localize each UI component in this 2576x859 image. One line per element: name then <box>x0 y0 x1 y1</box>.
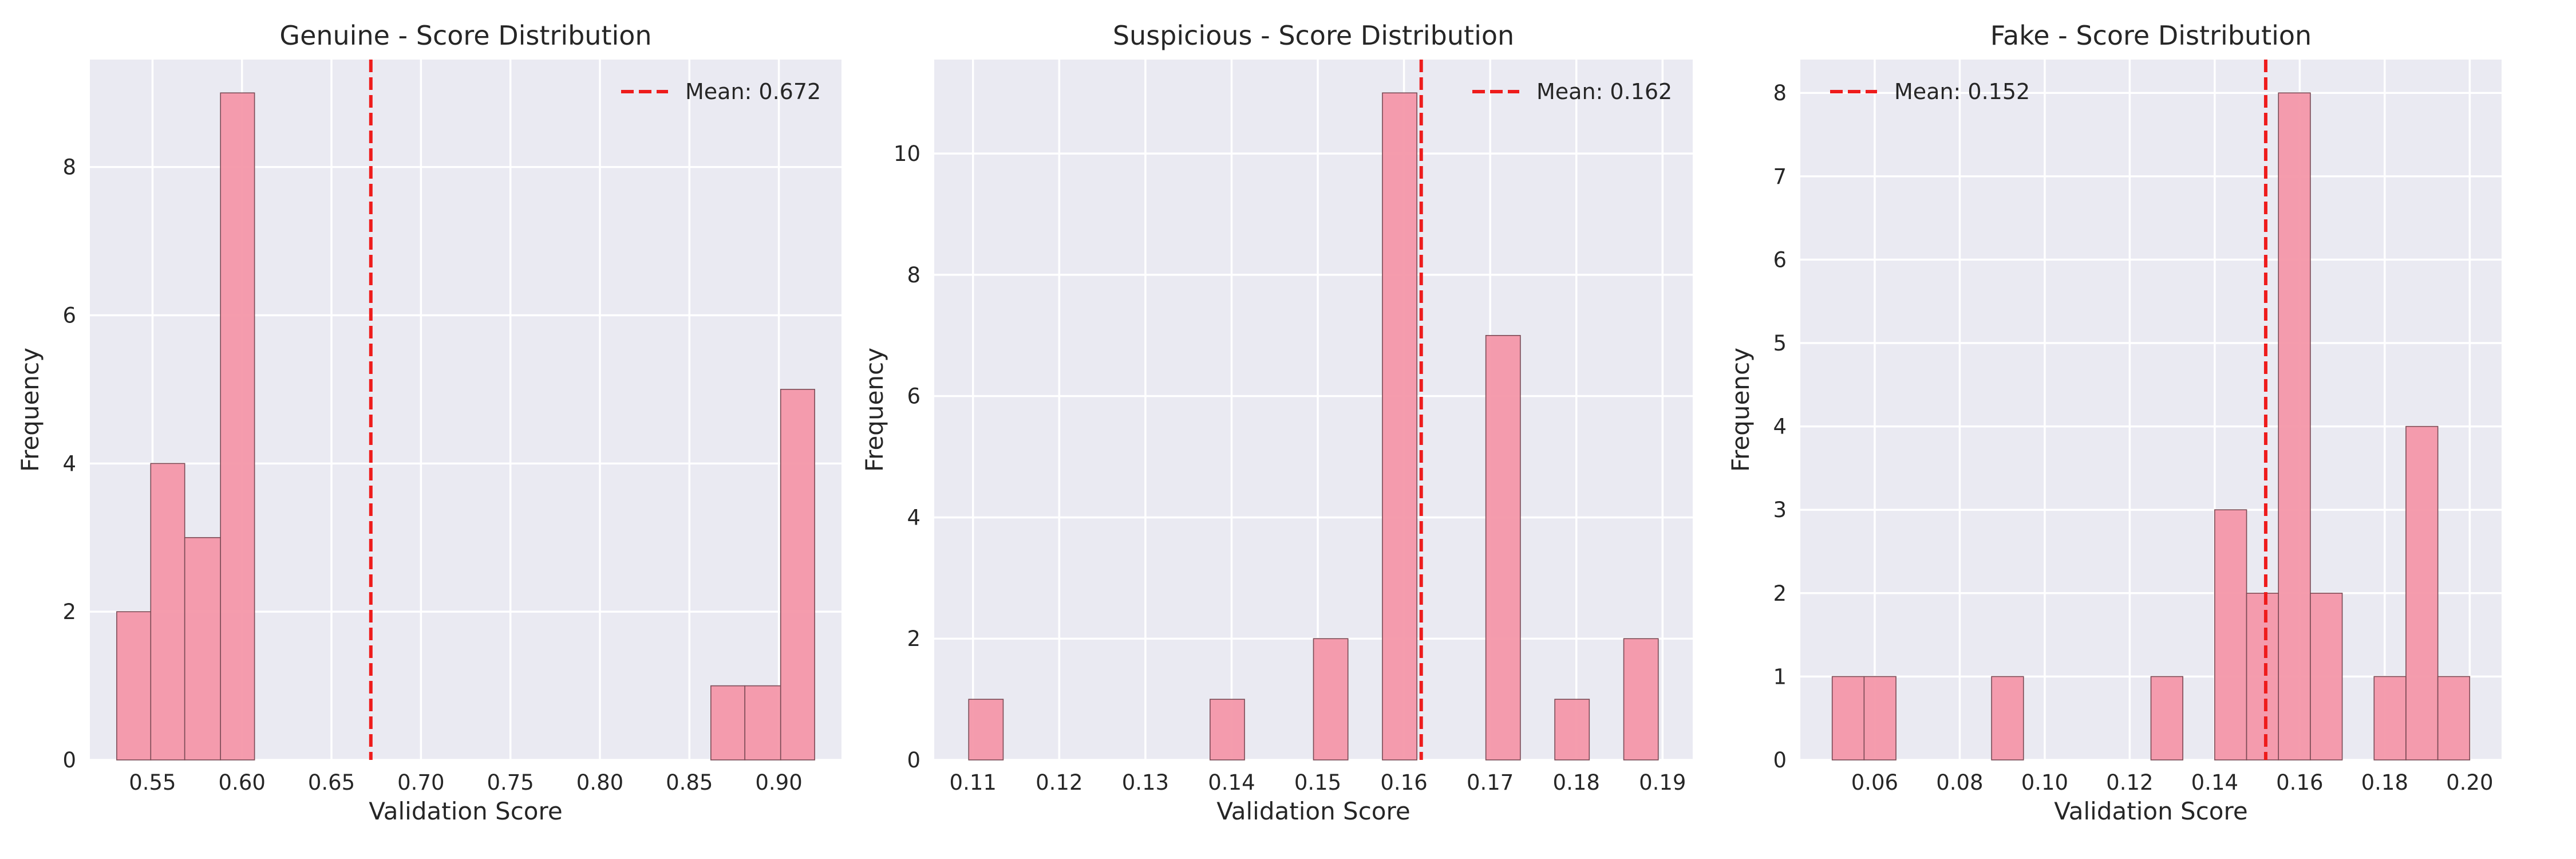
chart-panel-genuine: 0.55 0.60 0.65 0.70 0.75 0.80 0.85 0.90 0 2 4 6 8 Gen… <box>16 20 841 825</box>
histogram-bar <box>1313 638 1349 761</box>
x-tick-label: 0.14 <box>2191 770 2238 795</box>
histogram-bar <box>2214 509 2247 761</box>
chart-title: Suspicious - Score Distribution <box>1113 20 1514 51</box>
histogram-bar <box>710 685 745 761</box>
y-tick-label: 8 <box>907 263 920 287</box>
histogram-bar <box>116 611 152 761</box>
histogram-bar <box>2246 593 2279 761</box>
histogram-bar <box>1210 699 1245 761</box>
y-axis-label: Frequency <box>1726 348 1755 472</box>
chart-title: Genuine - Score Distribution <box>279 20 651 51</box>
x-tick-label: 0.90 <box>755 770 802 795</box>
x-tick-label: 0.12 <box>2106 770 2153 795</box>
y-tick-label: 5 <box>1773 331 1787 356</box>
legend-label: Mean: 0.672 <box>685 79 821 104</box>
legend-label: Mean: 0.152 <box>1894 79 2030 104</box>
y-tick-label: 4 <box>1773 415 1787 439</box>
histogram-bar <box>1623 638 1659 761</box>
histogram-bar <box>2150 676 2183 761</box>
histogram-bar <box>744 685 781 761</box>
histogram-bar <box>968 699 1004 761</box>
x-tick-label: 0.55 <box>129 770 176 795</box>
y-tick-label: 2 <box>907 626 920 651</box>
histogram-bar <box>1485 334 1521 761</box>
y-tick-label: 3 <box>1773 498 1787 522</box>
histogram-bar <box>2437 676 2471 761</box>
x-tick-label: 0.12 <box>1036 770 1082 795</box>
y-tick-label: 2 <box>1773 581 1787 606</box>
histogram-bar <box>1991 676 2024 761</box>
histogram-bar <box>780 389 815 761</box>
y-tick-label: 8 <box>62 155 76 180</box>
y-axis-label: Frequency <box>860 348 888 472</box>
histogram-bar <box>150 463 185 761</box>
y-tick-label: 8 <box>1773 81 1787 105</box>
x-axis-label: Validation Score <box>369 797 562 825</box>
chart-title: Fake - Score Distribution <box>1990 20 2312 51</box>
chart-panel-fake: 0.06 0.08 0.10 0.12 0.14 0.16 0.18 0.20 0 1 2 3 4 5 6 7… <box>1726 20 2502 825</box>
y-tick-label: 6 <box>62 303 76 328</box>
histogram-bar <box>2405 425 2439 761</box>
x-tick-label: 0.19 <box>1639 770 1686 795</box>
histogram-bar <box>1382 92 1417 761</box>
y-tick-label: 0 <box>1773 748 1787 773</box>
histogram-bar <box>2373 676 2407 761</box>
chart-panel-suspicious: 0.11 0.12 0.13 0.14 0.15 0.16 0.17 0.18 0.19 0 2 4 6… <box>860 20 1693 825</box>
x-tick-label: 0.18 <box>1553 770 1600 795</box>
x-tick-label: 0.20 <box>2446 770 2493 795</box>
x-axis-label: Validation Score <box>2054 797 2247 825</box>
x-tick-label: 0.16 <box>1380 770 1427 795</box>
x-tick-label: 0.06 <box>1851 770 1898 795</box>
x-tick-label: 0.75 <box>487 770 534 795</box>
x-tick-label: 0.18 <box>2361 770 2408 795</box>
histogram-bar <box>1863 676 1897 761</box>
x-tick-label: 0.11 <box>950 770 997 795</box>
x-tick-label: 0.14 <box>1208 770 1255 795</box>
histogram-bar <box>1831 676 1865 761</box>
x-tick-label: 0.65 <box>308 770 355 795</box>
y-axis-label: Frequency <box>16 348 44 472</box>
y-tick-label: 2 <box>62 600 76 624</box>
y-tick-label: 4 <box>62 451 76 476</box>
x-tick-label: 0.16 <box>2276 770 2323 795</box>
x-tick-label: 0.13 <box>1122 770 1169 795</box>
histogram-bar <box>2310 593 2343 761</box>
x-tick-label: 0.10 <box>2021 770 2068 795</box>
x-tick-label: 0.15 <box>1294 770 1341 795</box>
y-tick-label: 1 <box>1773 664 1787 689</box>
x-tick-label: 0.17 <box>1467 770 1514 795</box>
y-tick-label: 0 <box>62 748 76 773</box>
x-tick-label: 0.60 <box>219 770 266 795</box>
y-tick-label: 6 <box>907 384 920 409</box>
x-axis-label: Validation Score <box>1216 797 1410 825</box>
x-tick-label: 0.80 <box>576 770 623 795</box>
y-tick-label: 0 <box>907 748 920 773</box>
x-tick-label: 0.85 <box>666 770 713 795</box>
legend-label: Mean: 0.162 <box>1536 79 1672 104</box>
y-tick-label: 6 <box>1773 247 1787 272</box>
x-tick-label: 0.70 <box>397 770 444 795</box>
y-tick-label: 7 <box>1773 164 1787 189</box>
histogram-bar <box>184 537 222 761</box>
y-tick-label: 4 <box>907 505 920 530</box>
histogram-bar <box>1554 699 1590 761</box>
histogram-bar <box>220 92 255 761</box>
y-tick-label: 10 <box>894 141 920 166</box>
plot-area <box>1800 60 2502 760</box>
histogram-bar <box>2278 92 2311 761</box>
x-tick-label: 0.08 <box>1936 770 1983 795</box>
